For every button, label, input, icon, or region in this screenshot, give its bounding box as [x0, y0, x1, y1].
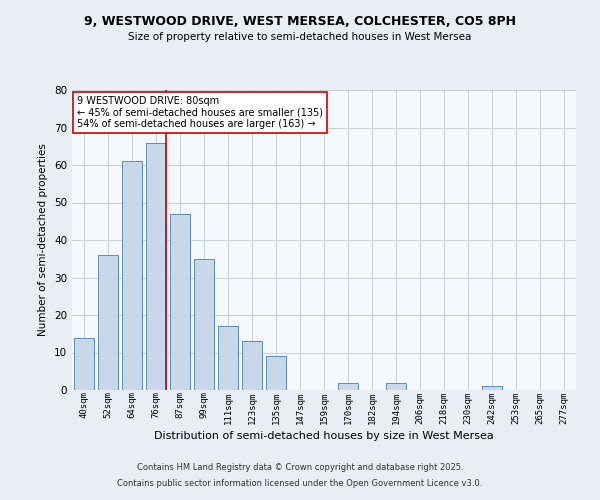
Bar	[242, 341, 262, 390]
Bar	[266, 356, 286, 390]
Bar	[338, 382, 358, 390]
Bar	[386, 382, 406, 390]
Text: 9, WESTWOOD DRIVE, WEST MERSEA, COLCHESTER, CO5 8PH: 9, WESTWOOD DRIVE, WEST MERSEA, COLCHEST…	[84, 15, 516, 28]
Bar	[98, 255, 118, 390]
Text: Contains HM Land Registry data © Crown copyright and database right 2025.: Contains HM Land Registry data © Crown c…	[137, 464, 463, 472]
Y-axis label: Number of semi-detached properties: Number of semi-detached properties	[38, 144, 49, 336]
Bar	[170, 214, 190, 390]
Text: Size of property relative to semi-detached houses in West Mersea: Size of property relative to semi-detach…	[128, 32, 472, 42]
Bar	[194, 259, 214, 390]
Bar	[146, 142, 166, 390]
Bar	[482, 386, 502, 390]
Text: 9 WESTWOOD DRIVE: 80sqm
← 45% of semi-detached houses are smaller (135)
54% of s: 9 WESTWOOD DRIVE: 80sqm ← 45% of semi-de…	[77, 96, 323, 129]
Bar	[122, 161, 142, 390]
Bar	[74, 338, 94, 390]
X-axis label: Distribution of semi-detached houses by size in West Mersea: Distribution of semi-detached houses by …	[154, 430, 494, 440]
Text: Contains public sector information licensed under the Open Government Licence v3: Contains public sector information licen…	[118, 478, 482, 488]
Bar	[218, 326, 238, 390]
